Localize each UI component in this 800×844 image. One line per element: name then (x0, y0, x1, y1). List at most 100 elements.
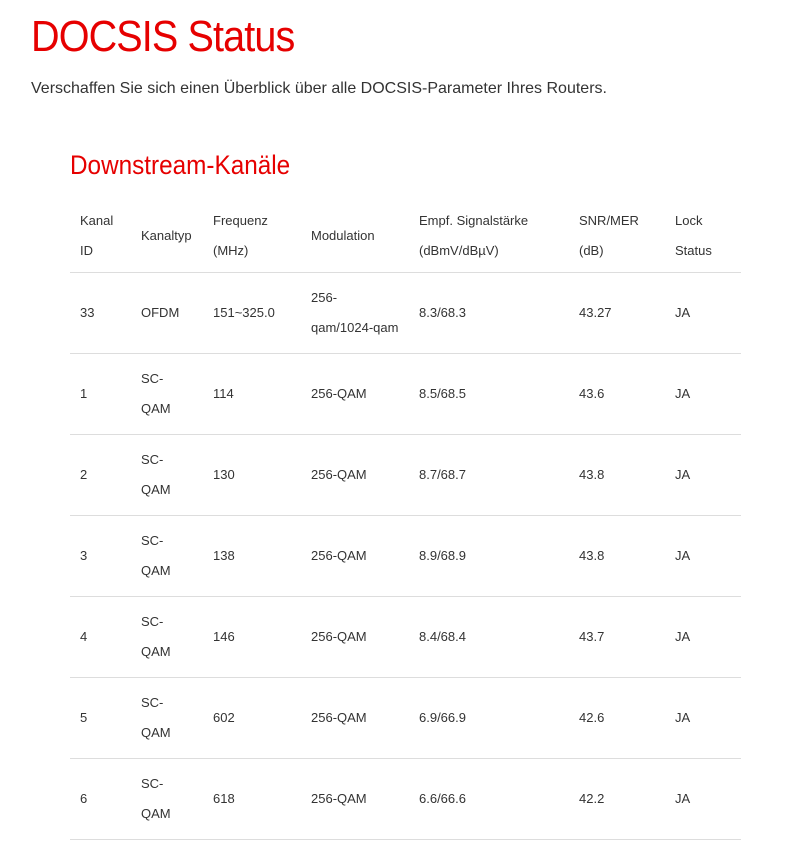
cell-modulation: 256-qam/1024-qam (301, 272, 409, 353)
cell-value: 3 (80, 547, 88, 563)
cell-value: 42.2 (579, 790, 605, 806)
cell-value: 8.4/68.4 (419, 628, 466, 644)
cell-value: 8.7/68.7 (419, 466, 466, 482)
cell-snr-mer: 43.27 (569, 272, 665, 353)
table-row: 1 SC-QAM 114 256-QAM 8.5/68.5 43.6 JA (70, 353, 741, 434)
cell-value: 42.6 (579, 709, 605, 725)
cell-modulation: 256-QAM (301, 677, 409, 758)
cell-value: 256-QAM (311, 790, 367, 806)
cell-value: SC-QAM (141, 532, 171, 578)
table-header-row: Kanal ID Kanaltyp Frequenz (MHz) Modulation… (70, 200, 741, 272)
cell-lock-status: JA (665, 272, 741, 353)
cell-value: 602 (213, 709, 235, 725)
cell-value: 8.5/68.5 (419, 385, 466, 401)
cell-value: 256-QAM (311, 466, 367, 482)
cell-frequenz: 602 (203, 677, 301, 758)
cell-lock-status: JA (665, 677, 741, 758)
cell-value: 256-QAM (311, 547, 367, 563)
cell-value: 146 (213, 628, 235, 644)
table-row: 33 OFDM 151~325.0 256-qam/1024-qam 8.3/68.3 4… (70, 272, 741, 353)
cell-value: 138 (213, 547, 235, 563)
cell-value: 114 (213, 385, 234, 401)
cell-value: 618 (213, 790, 235, 806)
cell-value: 43.7 (579, 628, 605, 644)
cell-value: 2 (80, 466, 88, 482)
cell-value: 8.9/68.9 (419, 547, 466, 563)
cell-value: JA (675, 628, 691, 644)
cell-frequenz: 114 (203, 353, 301, 434)
cell-value: 43.6 (579, 385, 605, 401)
cell-value: SC-QAM (141, 775, 171, 821)
cell-signalstaerke: 8.9/68.9 (409, 515, 569, 596)
table-row: 3 SC-QAM 138 256-QAM 8.9/68.9 43.8 JA (70, 515, 741, 596)
header-kanaltyp: Kanaltyp (131, 200, 203, 272)
cell-kanaltyp: SC-QAM (131, 434, 203, 515)
cell-signalstaerke: 6.9/66.9 (409, 677, 569, 758)
cell-value: JA (675, 466, 691, 482)
table-row: 5 SC-QAM 602 256-QAM 6.9/66.9 42.6 JA (70, 677, 741, 758)
cell-kanal-id: 6 (70, 758, 131, 839)
cell-signalstaerke: 8.7/68.7 (409, 434, 569, 515)
cell-value: 1 (80, 385, 88, 401)
cell-kanaltyp: SC-QAM (131, 677, 203, 758)
cell-snr-mer: 43.8 (569, 515, 665, 596)
cell-value: 151~325.0 (213, 304, 275, 320)
cell-value: 6 (80, 790, 88, 806)
cell-signalstaerke: 8.5/68.5 (409, 353, 569, 434)
cell-value: SC-QAM (141, 613, 171, 659)
cell-value: SC-QAM (141, 370, 171, 416)
cell-signalstaerke: 8.3/68.3 (409, 272, 569, 353)
cell-modulation: 256-QAM (301, 758, 409, 839)
header-label: Kanal ID (80, 212, 114, 258)
cell-frequenz: 151~325.0 (203, 272, 301, 353)
cell-snr-mer: 43.6 (569, 353, 665, 434)
cell-kanal-id: 3 (70, 515, 131, 596)
cell-kanal-id: 2 (70, 434, 131, 515)
cell-value: JA (675, 547, 691, 563)
cell-frequenz: 146 (203, 596, 301, 677)
cell-snr-mer: 43.8 (569, 434, 665, 515)
header-signalstaerke: Empf. Signalstärke (dBmV/dBµV) (409, 200, 569, 272)
cell-kanaltyp: SC-QAM (131, 515, 203, 596)
cell-kanal-id: 4 (70, 596, 131, 677)
header-modulation: Modulation (301, 200, 409, 272)
header-label: Kanaltyp (141, 227, 192, 243)
cell-frequenz: 130 (203, 434, 301, 515)
cell-value: JA (675, 790, 691, 806)
header-label: Lock Status (675, 212, 712, 258)
cell-value: JA (675, 304, 691, 320)
cell-kanal-id: 5 (70, 677, 131, 758)
cell-value: 130 (213, 466, 235, 482)
cell-kanaltyp: SC-QAM (131, 353, 203, 434)
cell-frequenz: 618 (203, 758, 301, 839)
downstream-title: Downstream-Kanäle (70, 150, 291, 180)
cell-lock-status: JA (665, 596, 741, 677)
table-row: 6 SC-QAM 618 256-QAM 6.6/66.6 42.2 JA (70, 758, 741, 839)
page-title: DOCSIS Status (31, 12, 295, 61)
header-snr-mer: SNR/MER (dB) (569, 200, 665, 272)
cell-kanaltyp: SC-QAM (131, 596, 203, 677)
cell-value: 256-qam/1024-qam (311, 289, 399, 335)
cell-modulation: 256-QAM (301, 596, 409, 677)
table-row: 2 SC-QAM 130 256-QAM 8.7/68.7 43.8 JA (70, 434, 741, 515)
table-row: 4 SC-QAM 146 256-QAM 8.4/68.4 43.7 JA (70, 596, 741, 677)
cell-kanaltyp: SC-QAM (131, 758, 203, 839)
cell-value: JA (675, 709, 691, 725)
cell-lock-status: JA (665, 515, 741, 596)
cell-modulation: 256-QAM (301, 515, 409, 596)
page-intro: Verschaffen Sie sich einen Überblick übe… (31, 80, 607, 97)
header-label: Empf. Signalstärke (dBmV/dBµV) (419, 212, 529, 258)
cell-snr-mer: 43.7 (569, 596, 665, 677)
header-kanal-id: Kanal ID (70, 200, 131, 272)
cell-value: OFDM (141, 304, 180, 320)
header-label: Frequenz (MHz) (213, 212, 268, 258)
cell-value: JA (675, 385, 691, 401)
cell-lock-status: JA (665, 353, 741, 434)
cell-signalstaerke: 6.6/66.6 (409, 758, 569, 839)
cell-value: 6.6/66.6 (419, 790, 466, 806)
cell-lock-status: JA (665, 758, 741, 839)
header-frequenz: Frequenz (MHz) (203, 200, 301, 272)
cell-snr-mer: 42.6 (569, 677, 665, 758)
cell-value: 8.3/68.3 (419, 304, 466, 320)
cell-lock-status: JA (665, 434, 741, 515)
